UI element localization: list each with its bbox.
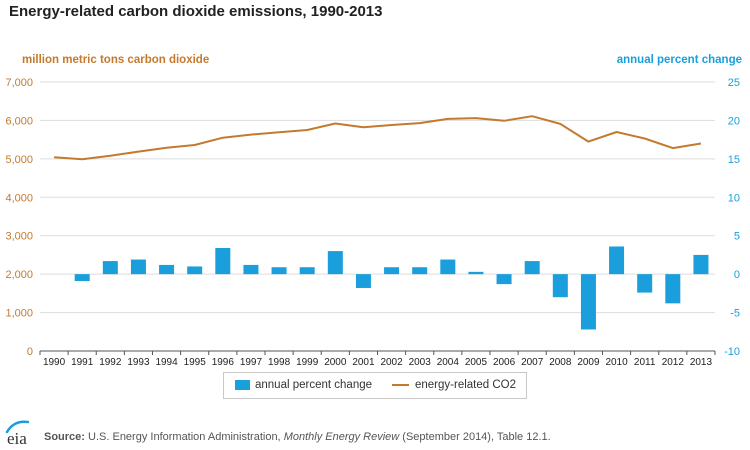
chart-area: 0 1,000 2,000 3,000 4,000 5,000 6,000 7,000 -10…: [5, 77, 740, 368]
x-tick-label: 2006: [493, 357, 516, 368]
legend-swatch-line: [392, 384, 409, 386]
x-tick-label: 1993: [127, 357, 150, 368]
legend-label-bar: annual percent change: [255, 379, 373, 391]
right-tick-label: 15: [728, 154, 740, 166]
bar: [693, 254, 709, 275]
x-tick-label: 1992: [99, 357, 122, 368]
source-label: Source:: [44, 431, 85, 443]
x-tick-label: 1996: [212, 357, 235, 368]
left-tick-label: 5,000: [5, 154, 33, 166]
x-axis: 1990 1991 1992 1993 1994 1995 1996 1997 1998 1999…: [39, 350, 716, 368]
source-note: Source: U.S. Energy Information Administ…: [44, 431, 551, 443]
x-tick-label: 1997: [240, 357, 263, 368]
bar: [412, 267, 428, 275]
right-axis-ticks: -10 -5 0 5 10 15 20 25: [724, 77, 740, 358]
left-axis-ticks: 0 1,000 2,000 3,000 4,000 5,000 6,000 7,000: [5, 77, 33, 358]
x-tick-label: 1999: [296, 357, 319, 368]
source-text-italic: Monthly Energy Review: [283, 431, 400, 443]
chart-title: Energy-related carbon dioxide emissions,…: [9, 3, 383, 20]
legend-swatch-bar: [235, 380, 250, 390]
bar: [580, 274, 596, 330]
bar: [440, 259, 456, 275]
x-tick-label: 2009: [577, 357, 600, 368]
eia-logo: eia: [5, 420, 30, 448]
right-axis-title: annual percent change: [616, 54, 742, 66]
x-tick-label: 2000: [324, 357, 347, 368]
x-tick-label: 1990: [43, 357, 66, 368]
x-tick-label: 2003: [409, 357, 432, 368]
left-tick-label: 1,000: [5, 308, 33, 320]
legend-item-line: energy-related CO2: [392, 379, 516, 391]
x-tick-label: 2013: [690, 357, 713, 368]
x-tick-label: 2011: [634, 357, 656, 368]
left-tick-label: 3,000: [5, 231, 33, 243]
x-tick-label: 1994: [155, 357, 178, 368]
bar: [665, 274, 681, 304]
legend-item-bar: annual percent change: [235, 379, 372, 391]
bar: [74, 274, 90, 282]
legend: annual percent change energy-related CO2: [223, 372, 527, 399]
bar: [355, 274, 371, 288]
source-text-1: U.S. Energy Information Administration,: [88, 431, 284, 443]
right-tick-label: -10: [724, 346, 740, 358]
x-tick-label: 1995: [184, 357, 207, 368]
right-tick-label: 10: [728, 192, 740, 204]
left-tick-label: 0: [27, 346, 33, 358]
x-tick-label: 2002: [380, 357, 403, 368]
source-text-2: (September 2014), Table 12.1.: [399, 431, 551, 443]
bar: [552, 274, 568, 298]
left-tick-label: 4,000: [5, 192, 33, 204]
x-tick-label: 2007: [521, 357, 544, 368]
bar: [187, 266, 203, 275]
x-tick-label: 1991: [71, 357, 94, 368]
x-tick-label: 2001: [352, 357, 375, 368]
line-series: [54, 115, 702, 161]
x-tick-label: 2010: [605, 357, 628, 368]
left-axis-title: million metric tons carbon dioxide: [22, 54, 210, 66]
bar: [243, 264, 259, 275]
right-tick-label: 5: [734, 231, 740, 243]
x-tick-label: 2012: [662, 357, 685, 368]
bar: [299, 267, 315, 275]
footer: eia Source: U.S. Energy Information Admi…: [0, 418, 750, 448]
bar: [637, 274, 653, 293]
right-tick-label: 0: [734, 269, 740, 281]
left-tick-label: 7,000: [5, 77, 33, 89]
bar: [524, 261, 540, 275]
co2-line: [54, 115, 702, 161]
bar: [130, 259, 146, 275]
left-tick-label: 6,000: [5, 115, 33, 127]
legend-label-line: energy-related CO2: [415, 379, 516, 391]
right-tick-label: 20: [728, 115, 740, 127]
x-tick-label: 2005: [465, 357, 488, 368]
x-tick-label: 2004: [437, 357, 460, 368]
bar: [102, 261, 118, 275]
bar: [327, 251, 343, 275]
bar-series: [74, 246, 709, 330]
gridlines: [40, 81, 715, 314]
bar: [271, 267, 287, 275]
bar: [159, 264, 175, 275]
x-tick-label: 1998: [268, 357, 291, 368]
bar: [609, 246, 625, 275]
svg-text:eia: eia: [7, 429, 27, 448]
bar: [215, 248, 231, 275]
right-tick-label: -5: [730, 308, 740, 320]
bar: [384, 267, 400, 275]
x-tick-label: 2008: [549, 357, 572, 368]
right-tick-label: 25: [728, 77, 740, 89]
bar: [496, 274, 512, 285]
left-tick-label: 2,000: [5, 269, 33, 281]
bar: [468, 271, 484, 275]
